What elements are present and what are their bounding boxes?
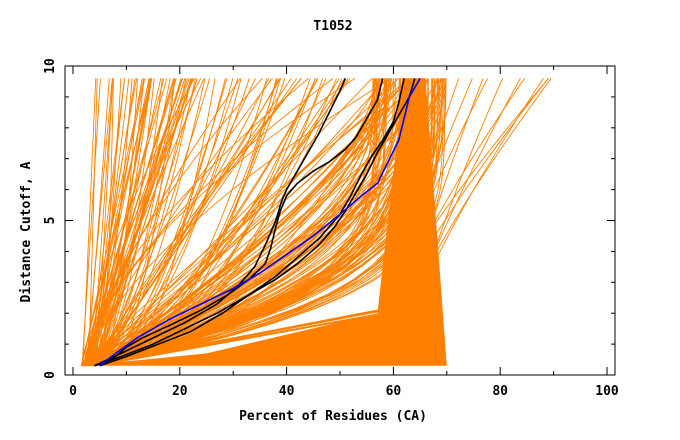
- model-line: [91, 78, 198, 366]
- model-line: [88, 78, 392, 366]
- model-line: [81, 78, 309, 366]
- model-line: [84, 78, 273, 366]
- x-tick-label: 60: [386, 384, 402, 399]
- highlighted-lines: [94, 77, 421, 367]
- model-line: [88, 78, 324, 367]
- model-line: [87, 78, 356, 366]
- model-line: [91, 78, 416, 367]
- model-line: [97, 78, 193, 366]
- model-line: [87, 78, 153, 366]
- model-line: [86, 78, 401, 367]
- model-line: [98, 78, 226, 367]
- model-line: [92, 78, 549, 367]
- x-tick-label: 100: [595, 384, 619, 399]
- model-line: [82, 78, 399, 367]
- model-line: [88, 78, 98, 366]
- x-tick-label: 40: [279, 384, 295, 399]
- model-line: [92, 78, 114, 366]
- x-tick-label: 0: [69, 384, 77, 399]
- y-axis: 0 5 10: [43, 58, 615, 379]
- model-line: [86, 78, 155, 367]
- model-line: [82, 78, 387, 367]
- model-line: [88, 78, 175, 366]
- model-line: [89, 78, 136, 366]
- model-line: [90, 78, 292, 366]
- highlighted-line: [94, 78, 347, 367]
- y-tick-label: 10: [43, 58, 58, 74]
- y-axis-label: Distance Cutoff, A: [19, 161, 34, 302]
- highlighted-line: [94, 78, 416, 367]
- model-line: [81, 78, 101, 366]
- model-line: [82, 78, 409, 367]
- model-line: [94, 78, 414, 367]
- y-tick-label: 0: [43, 371, 58, 379]
- x-tick-label: 80: [492, 384, 508, 399]
- y-tick-label: 5: [43, 217, 58, 225]
- model-line: [94, 78, 257, 366]
- model-lines: [80, 78, 552, 367]
- model-line: [80, 78, 153, 366]
- x-axis: 0 20 40 60 80 100: [69, 66, 619, 399]
- model-line: [89, 78, 150, 366]
- model-line: [99, 78, 216, 367]
- x-tick-label: 20: [172, 384, 188, 399]
- model-line: [94, 78, 234, 367]
- model-line: [89, 78, 549, 367]
- model-line: [99, 78, 114, 366]
- model-line: [82, 78, 387, 367]
- chart-title: T1052: [313, 19, 352, 34]
- model-line: [99, 78, 388, 367]
- model-line: [95, 78, 409, 367]
- highlighted-line: [99, 77, 421, 367]
- model-line: [83, 78, 286, 367]
- model-line: [83, 78, 318, 367]
- x-axis-label: Percent of Residues (CA): [239, 409, 427, 424]
- model-line: [97, 78, 302, 366]
- model-line: [84, 78, 340, 367]
- model-band: [83, 78, 447, 366]
- model-line: [92, 78, 126, 366]
- model-line: [98, 78, 183, 366]
- highlighted-line: [99, 78, 405, 367]
- highlighted-line: [99, 78, 384, 367]
- model-line: [98, 78, 192, 366]
- model-line: [84, 78, 177, 366]
- model-line: [86, 78, 110, 366]
